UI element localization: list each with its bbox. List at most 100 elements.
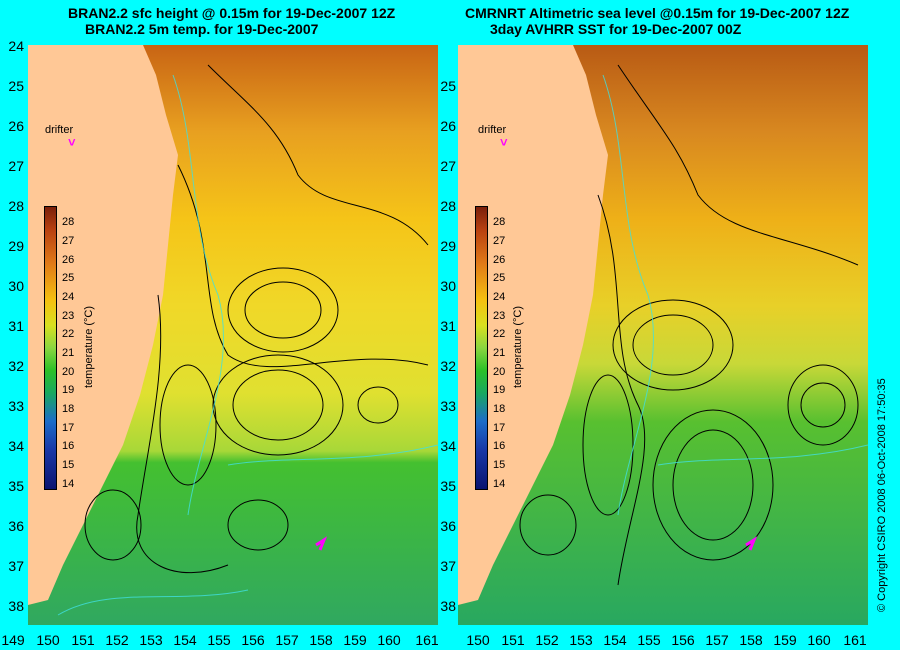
right-map-svg [458, 45, 868, 625]
colorbar-tick: 24 [493, 291, 506, 303]
colorbar-tick: 26 [493, 254, 506, 266]
right-title-line2: 3day AVHRR SST for 19-Dec-2007 00Z [490, 21, 742, 37]
x-tick: 159 [343, 632, 367, 648]
x-tick: 152 [535, 632, 559, 648]
colorbar-tick: 20 [62, 366, 75, 378]
y-tick: 34 [8, 438, 24, 454]
x-tick: 150 [36, 632, 60, 648]
colorbar-tick: 14 [493, 478, 506, 490]
x-tick: 152 [105, 632, 129, 648]
y-tick: 33 [440, 398, 456, 414]
colorbar-tick: 23 [493, 310, 506, 322]
colorbar-tick: 22 [62, 328, 75, 340]
left-map-panel: drifter ˅ [28, 45, 438, 625]
y-tick: 29 [440, 238, 456, 254]
x-tick: 155 [637, 632, 661, 648]
y-tick: 24 [8, 38, 24, 54]
right-drifter-label: drifter [478, 124, 507, 136]
colorbar-tick: 24 [62, 291, 75, 303]
colorbar-tick: 14 [62, 478, 75, 490]
colorbar-tick: 25 [62, 272, 75, 284]
y-tick: 25 [440, 78, 456, 94]
y-tick: 27 [440, 158, 456, 174]
y-tick: 38 [8, 598, 24, 614]
x-tick: 161 [415, 632, 439, 648]
colorbar-tick: 27 [493, 235, 506, 247]
left-drifter-label: drifter [45, 124, 74, 136]
y-tick: 36 [440, 518, 456, 534]
y-tick: 38 [440, 598, 456, 614]
colorbar-tick: 17 [493, 422, 506, 434]
x-tick: 160 [807, 632, 831, 648]
colorbar-tick: 15 [493, 459, 506, 471]
colorbar-tick: 16 [493, 440, 506, 452]
y-tick: 28 [440, 198, 456, 214]
colorbar-tick: 16 [62, 440, 75, 452]
x-tick: 156 [241, 632, 265, 648]
y-tick: 27 [8, 158, 24, 174]
x-tick: 153 [139, 632, 163, 648]
y-tick: 36 [8, 518, 24, 534]
y-tick: 32 [440, 358, 456, 374]
y-tick: 32 [8, 358, 24, 374]
colorbar-tick: 18 [62, 403, 75, 415]
y-tick: 34 [440, 438, 456, 454]
y-tick: 35 [8, 478, 24, 494]
y-tick: 33 [8, 398, 24, 414]
x-tick: 159 [773, 632, 797, 648]
y-tick: 30 [440, 278, 456, 294]
y-tick: 28 [8, 198, 24, 214]
y-tick: 37 [8, 558, 24, 574]
colorbar-tick: 28 [62, 216, 75, 228]
right-drifter-marker-icon: ˅ [500, 135, 508, 150]
colorbar-tick: 25 [493, 272, 506, 284]
left-map-svg [28, 45, 438, 625]
y-tick: 31 [8, 318, 24, 334]
left-title-line1: BRAN2.2 sfc height @ 0.15m for 19-Dec-20… [68, 5, 396, 21]
x-tick: 154 [173, 632, 197, 648]
colorbar-tick: 19 [62, 384, 75, 396]
left-title-line2: BRAN2.2 5m temp. for 19-Dec-2007 [85, 21, 319, 37]
colorbar-tick: 15 [62, 459, 75, 471]
x-tick: 149 [1, 632, 25, 648]
colorbar-tick: 23 [62, 310, 75, 322]
left-colorbar [44, 206, 57, 490]
x-tick: 155 [207, 632, 231, 648]
y-tick: 26 [440, 118, 456, 134]
x-tick: 160 [377, 632, 401, 648]
x-tick: 151 [501, 632, 525, 648]
right-map-panel: drifter ˅ [458, 45, 868, 625]
x-tick: 158 [739, 632, 763, 648]
y-tick: 26 [8, 118, 24, 134]
colorbar-tick: 28 [493, 216, 506, 228]
colorbar-tick: 18 [493, 403, 506, 415]
x-tick: 157 [705, 632, 729, 648]
copyright-text: © Copyright CSIRO 2008 06-Oct-2008 17:50… [876, 378, 888, 612]
right-colorbar-label: temperature (°C) [512, 305, 524, 388]
y-tick: 29 [8, 238, 24, 254]
colorbar-tick: 22 [493, 328, 506, 340]
right-colorbar [475, 206, 488, 490]
x-tick: 158 [309, 632, 333, 648]
x-tick: 161 [843, 632, 867, 648]
x-tick: 154 [603, 632, 627, 648]
colorbar-tick: 19 [493, 384, 506, 396]
x-tick: 157 [275, 632, 299, 648]
y-tick: 35 [440, 478, 456, 494]
x-tick: 150 [466, 632, 490, 648]
right-title-line1: CMRNRT Altimetric sea level @0.15m for 1… [465, 5, 850, 21]
colorbar-tick: 27 [62, 235, 75, 247]
y-tick: 25 [8, 78, 24, 94]
y-tick: 31 [440, 318, 456, 334]
colorbar-tick: 26 [62, 254, 75, 266]
left-drifter-marker-icon: ˅ [68, 135, 76, 150]
colorbar-tick: 17 [62, 422, 75, 434]
y-tick: 30 [8, 278, 24, 294]
y-tick: 37 [440, 558, 456, 574]
left-colorbar-label: temperature (°C) [83, 305, 95, 388]
colorbar-tick: 20 [493, 366, 506, 378]
colorbar-tick: 21 [493, 347, 506, 359]
colorbar-tick: 21 [62, 347, 75, 359]
x-tick: 153 [569, 632, 593, 648]
x-tick: 151 [71, 632, 95, 648]
